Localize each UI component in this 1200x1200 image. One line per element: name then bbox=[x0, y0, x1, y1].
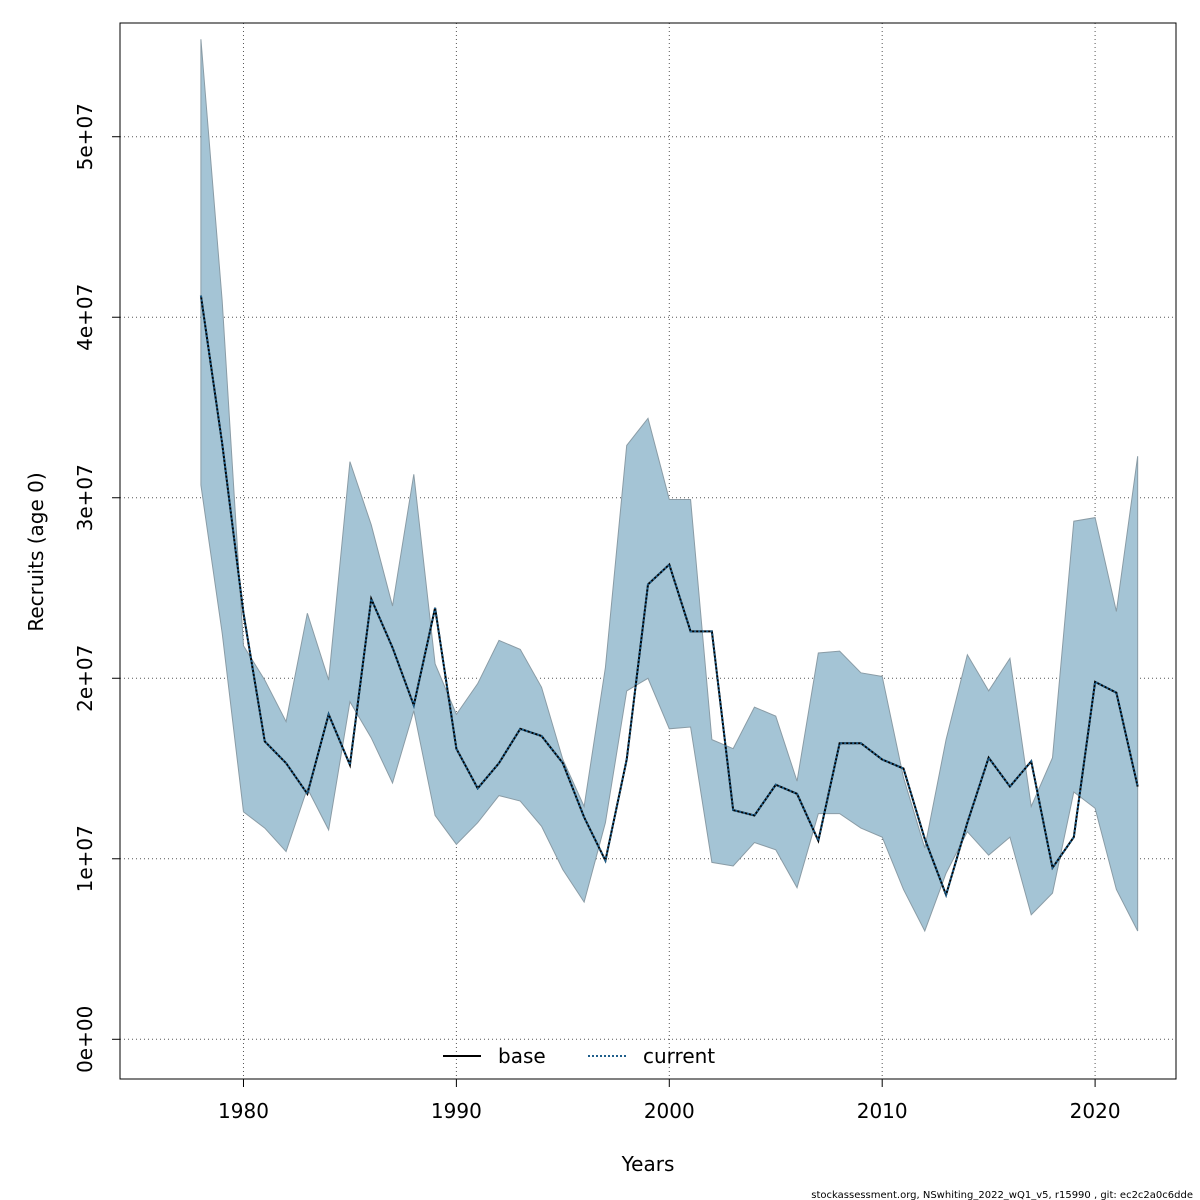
source-note: stockassessment.org, NSwhiting_2022_wQ1_… bbox=[811, 1190, 1193, 1200]
x-tick-label: 2020 bbox=[1070, 1099, 1121, 1123]
y-tick-label: 5e+07 bbox=[73, 103, 97, 170]
legend-current-label: current bbox=[643, 1044, 715, 1068]
x-tick-label: 1980 bbox=[218, 1099, 269, 1123]
y-tick-label: 0e+00 bbox=[73, 1006, 97, 1073]
x-tick-label: 2000 bbox=[644, 1099, 695, 1123]
series-line-current bbox=[199, 295, 1139, 899]
x-tick-label: 1990 bbox=[431, 1099, 482, 1123]
y-tick-label: 4e+07 bbox=[73, 284, 97, 351]
y-tick-label: 1e+07 bbox=[73, 825, 97, 892]
legend: base current bbox=[443, 1044, 715, 1068]
plot-frame bbox=[119, 22, 1177, 1080]
y-tick-label: 2e+07 bbox=[73, 645, 97, 712]
axes-group: 1980 1990 2000 2010 2020 0e+00 1e+07 2e+07 3e+07… bbox=[73, 103, 1121, 1123]
series-lines-group bbox=[199, 295, 1139, 899]
y-tick-label: 3e+07 bbox=[73, 464, 97, 531]
confidence-band-group bbox=[200, 39, 1139, 933]
x-axis-title: Years bbox=[621, 1152, 675, 1176]
confidence-band bbox=[200, 39, 1139, 933]
y-axis-title: Recruits (age 0) bbox=[24, 472, 48, 631]
legend-base-label: base bbox=[498, 1044, 546, 1068]
x-tick-label: 2010 bbox=[857, 1099, 908, 1123]
